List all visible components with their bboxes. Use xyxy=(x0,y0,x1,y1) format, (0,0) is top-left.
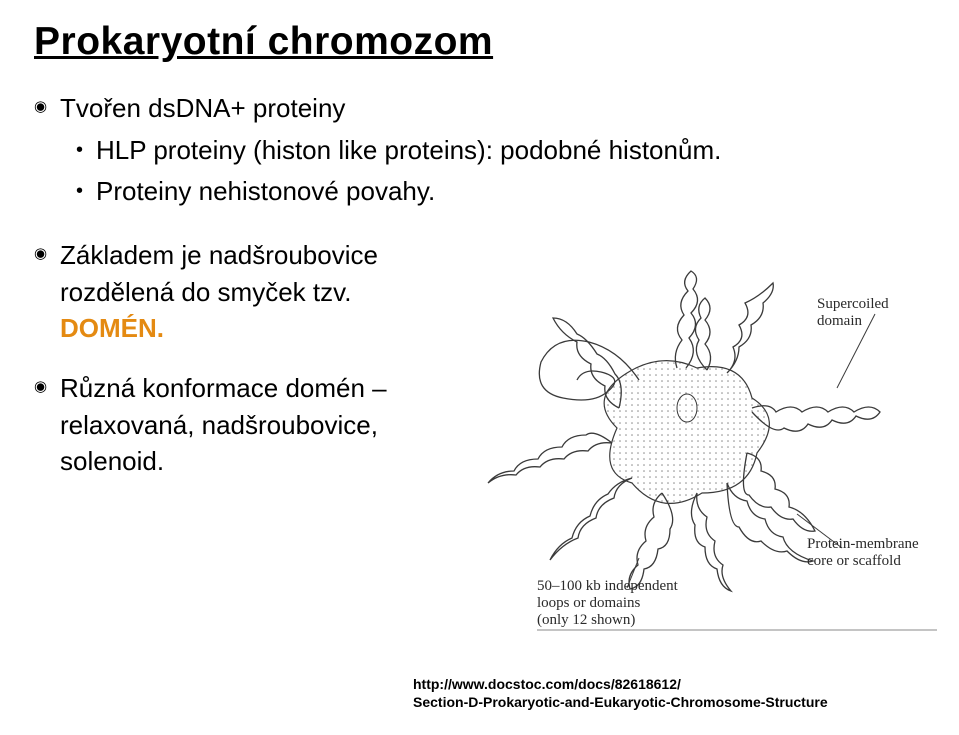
page-title: Prokaryotní chromozom xyxy=(34,20,925,64)
bullet-sub-1a: HLP proteiny (histon like proteins): pod… xyxy=(34,132,925,168)
bullet-main-2: Základem je nadšroubovice rozdělená do s… xyxy=(34,237,404,346)
bullet-main-3: Různá konformace domén – relaxovaná, nad… xyxy=(34,370,414,479)
label-loops-l3: (only 12 shown) xyxy=(537,612,678,629)
bullet-2-pre: Základem je nadšroubovice rozdělená do s… xyxy=(60,240,378,306)
label-scaffold-l1: Protein-membrane xyxy=(807,536,919,553)
label-supercoiled: Supercoiled domain xyxy=(817,296,937,330)
bullet-sub-1b: Proteiny nehistonové povahy. xyxy=(34,173,925,209)
bullet-main-1: Tvořen dsDNA+ proteiny xyxy=(34,90,925,126)
label-loops-l1: 50–100 kb independent xyxy=(537,578,678,595)
chromosome-diagram: Supercoiled domain 50–100 kb independent… xyxy=(407,258,937,638)
url-l1: http://www.docstoc.com/docs/82618612/ xyxy=(413,675,828,693)
label-loops: 50–100 kb independent loops or domains (… xyxy=(537,578,678,629)
label-loops-l2: loops or domains xyxy=(537,595,678,612)
bullet-2-emph: DOMÉN. xyxy=(60,313,164,343)
url-l2: Section-D-Prokaryotic-and-Eukaryotic-Chr… xyxy=(413,693,828,711)
label-scaffold: Protein-membrane core or scaffold xyxy=(807,536,919,570)
label-scaffold-l2: core or scaffold xyxy=(807,553,919,570)
source-url: http://www.docstoc.com/docs/82618612/ Se… xyxy=(413,675,828,711)
